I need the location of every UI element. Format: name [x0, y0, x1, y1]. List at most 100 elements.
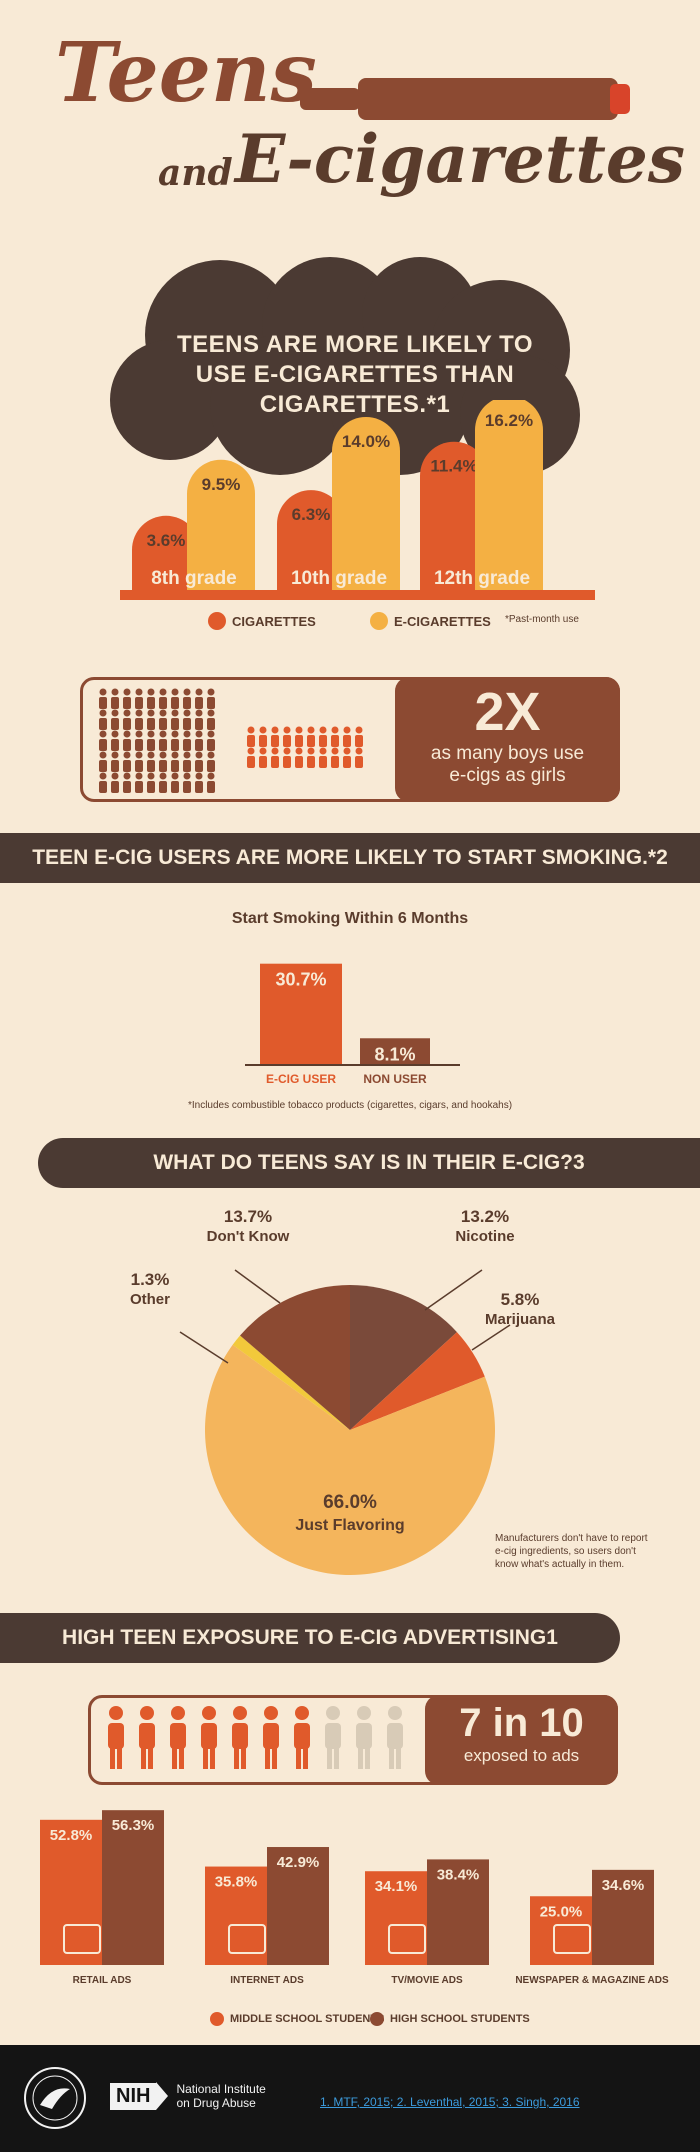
person-icon [207, 730, 215, 751]
ad-category-label: INTERNET ADS [230, 1975, 304, 1986]
grade-bar [277, 490, 345, 590]
pie-slice-label: Other [130, 1291, 170, 1308]
exposure-text: exposed to ads [463, 1746, 580, 1765]
person-icon [295, 747, 303, 768]
person-icon [307, 726, 315, 747]
boys-text: as many boys use e-cigs as girls [430, 743, 585, 786]
person-icon [271, 726, 279, 747]
person-icon [201, 1706, 217, 1769]
person-icon [99, 688, 107, 709]
person-icon [135, 709, 143, 730]
person-icon [355, 726, 363, 747]
person-icon [283, 747, 291, 768]
ad-type-icon [228, 1924, 266, 1954]
person-icon [111, 772, 119, 793]
person-icon [111, 688, 119, 709]
ad-bar [267, 1847, 329, 1965]
nih-org-line1: National Institute [176, 2082, 266, 2096]
person-icon [343, 747, 351, 768]
pie-slice [205, 1344, 495, 1575]
person-icon [295, 726, 303, 747]
person-icon [147, 709, 155, 730]
ad-type-icon [553, 1924, 591, 1954]
person-icon [123, 772, 131, 793]
person-icon [147, 772, 155, 793]
person-icon [99, 751, 107, 772]
person-icon [183, 730, 191, 751]
legend-middle-label: MIDDLE SCHOOL STUDENTS [230, 2013, 385, 2025]
person-icon [135, 772, 143, 793]
grade-bar-value: 6.3% [292, 505, 331, 524]
person-icon [183, 751, 191, 772]
legend-ecigarettes: E-CIGARETTES [370, 612, 491, 630]
nih-badge-text: NIH [110, 2082, 157, 2110]
grade-bar-value: 11.4% [430, 457, 477, 476]
nih-logo[interactable]: NIH National Institute on Drug Abuse [110, 2082, 266, 2110]
cigarette-icon [208, 612, 226, 630]
pie-slice-value: 13.2% [461, 1207, 509, 1226]
person-icon [247, 747, 255, 768]
person-icon [207, 772, 215, 793]
grade-category-label: 10th grade [291, 568, 387, 589]
person-icon [159, 772, 167, 793]
start-smoking-value: 30.7% [275, 970, 326, 990]
grade-bar-value: 9.5% [202, 475, 241, 494]
ad-bar-value: 25.0% [540, 1903, 583, 1920]
boys-big-number: 2X [474, 682, 541, 742]
grade-chart: 3.6% 9.5% 8th grade 6.3% 14.0% 10th grade 11.4… [120, 400, 595, 600]
person-icon [108, 1706, 124, 1769]
person-icon [356, 1706, 372, 1769]
hhs-seal-icon [24, 2067, 86, 2129]
person-icon [99, 772, 107, 793]
start-smoking-bar [360, 1038, 430, 1065]
section2-heading: TEEN E-CIG USERS ARE MORE LIKELY TO STAR… [32, 846, 668, 869]
ad-type-icon [388, 1924, 426, 1954]
person-icon [135, 730, 143, 751]
pie-leader-line [234, 1269, 281, 1304]
person-icon [183, 772, 191, 793]
ad-bar [365, 1871, 427, 1965]
person-icon [307, 747, 315, 768]
grade-bar-value: 14.0% [342, 432, 390, 451]
title-ecigarettes: E-cigarettes [235, 120, 685, 198]
pie-slice-label: Marijuana [485, 1311, 556, 1328]
start-smoking-bar [260, 963, 342, 1065]
references[interactable]: 1. MTF, 2015; 2. Leventhal, 2015; 3. Sin… [320, 2095, 580, 2109]
person-icon [387, 1706, 403, 1769]
pie-slice-label: Just Flavoring [295, 1517, 404, 1534]
pie-leader-line [179, 1331, 229, 1364]
ecigarette-icon [370, 612, 388, 630]
person-icon [195, 772, 203, 793]
ad-bar [427, 1859, 489, 1965]
person-icon [123, 730, 131, 751]
ad-bar [40, 1819, 102, 1965]
middle-school-swatch [210, 2012, 224, 2026]
start-smoking-value: 8.1% [374, 1044, 415, 1064]
pie-slice-value: 1.3% [131, 1270, 170, 1289]
pie-slice-value: 66.0% [323, 1492, 377, 1513]
person-icon [171, 709, 179, 730]
exposure-people-icons [108, 1706, 403, 1769]
person-icon [171, 772, 179, 793]
section2-footnote: *Includes combustible tobacco products (… [187, 1100, 513, 1111]
ad-category-label: RETAIL ADS [73, 1975, 132, 1986]
footer: NIH National Institute on Drug Abuse 1. … [0, 2045, 700, 2152]
ad-bar-value: 38.4% [437, 1866, 480, 1883]
person-icon [195, 730, 203, 751]
grade-bar [420, 441, 488, 590]
nih-arrow-icon [156, 2082, 169, 2110]
person-icon [247, 726, 255, 747]
grade-bar [475, 400, 543, 590]
legend-high-label: HIGH SCHOOL STUDENTS [390, 2013, 530, 2025]
person-icon [123, 709, 131, 730]
person-icon [331, 726, 339, 747]
grade-category-label: 8th grade [151, 568, 237, 589]
pie-slice-label: Nicotine [455, 1228, 514, 1245]
pie-slice [240, 1285, 350, 1430]
grade-bar [132, 515, 200, 590]
person-icon [207, 751, 215, 772]
ad-category-label: TV/MOVIE ADS [391, 1975, 463, 1986]
legend-middle-school: MIDDLE SCHOOL STUDENTS [210, 2012, 384, 2026]
ad-bar-value: 34.1% [375, 1878, 418, 1895]
ad-bar [592, 1869, 654, 1965]
